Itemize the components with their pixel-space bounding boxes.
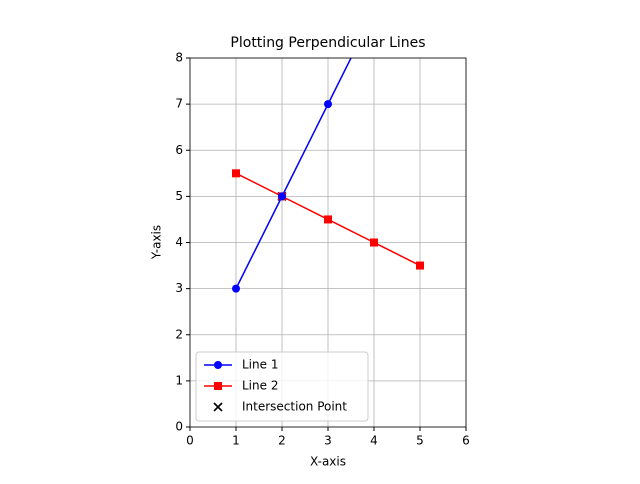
x-tick-label: 3 xyxy=(324,434,332,448)
plot-frame xyxy=(189,57,467,428)
plot-area xyxy=(232,8,424,293)
marker xyxy=(232,284,240,293)
y-tick-label: 4 xyxy=(175,235,183,249)
legend-label: Line 1 xyxy=(242,358,278,372)
marker xyxy=(416,261,424,270)
chart-title: Plotting Perpendicular Lines xyxy=(230,35,425,51)
y-tick-label: 3 xyxy=(175,281,183,295)
y-tick-label: 8 xyxy=(175,51,183,65)
x-tick-label: 1 xyxy=(232,434,240,448)
legend-marker xyxy=(214,361,222,369)
marker xyxy=(370,8,378,16)
legend-marker xyxy=(214,382,222,390)
x-tick-label: 5 xyxy=(416,434,424,448)
x-tick-label: 6 xyxy=(462,434,470,448)
y-tick-label: 0 xyxy=(175,420,183,434)
x-axis-label: X-axis xyxy=(310,455,346,469)
y-axis-label: Y-axis xyxy=(150,225,164,260)
x-tick-label: 4 xyxy=(370,434,378,448)
x-tick-label: 2 xyxy=(278,434,286,448)
marker xyxy=(232,169,240,178)
legend-box xyxy=(195,351,369,422)
legend-marker xyxy=(213,402,223,412)
marker xyxy=(324,100,332,109)
marker xyxy=(278,192,286,201)
y-tick-label: 1 xyxy=(175,373,183,387)
y-tick-label: 7 xyxy=(175,97,183,111)
legend-label: Intersection Point xyxy=(242,400,347,414)
marker xyxy=(324,215,332,224)
x-tick-label: 0 xyxy=(186,434,194,448)
y-tick-label: 6 xyxy=(175,143,183,157)
marker xyxy=(370,238,378,247)
y-tick-label: 5 xyxy=(175,189,183,203)
y-tick-label: 2 xyxy=(175,327,183,341)
legend-label: Line 2 xyxy=(242,379,278,393)
line xyxy=(235,58,352,289)
